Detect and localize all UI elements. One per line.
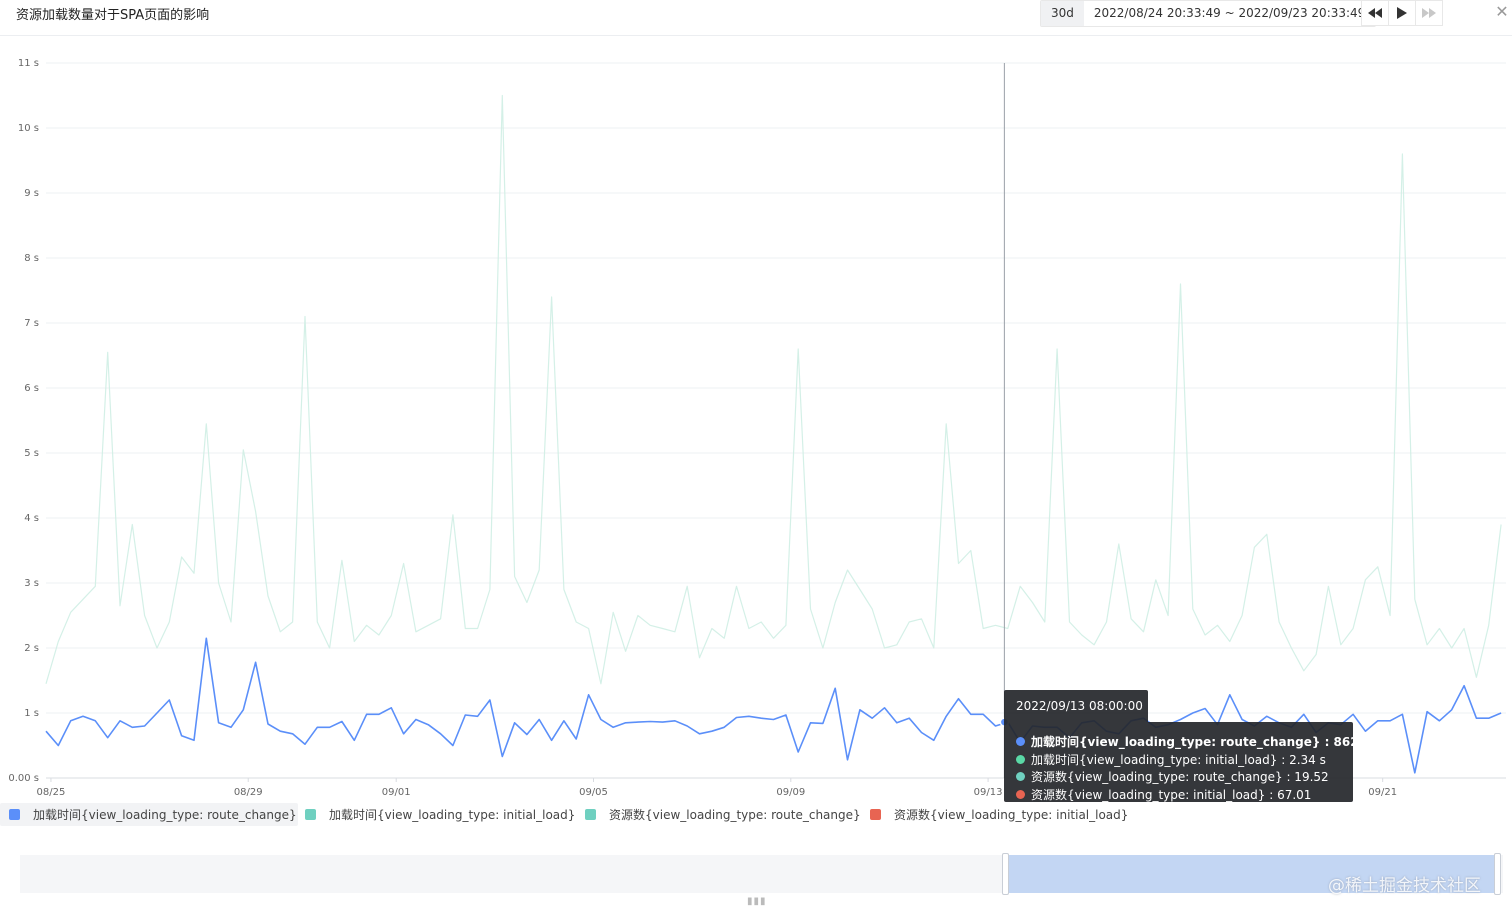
legend-item-route-resource-count[interactable]: 资源数{view_loading_type: route_change} bbox=[576, 803, 861, 826]
playback-controls bbox=[1361, 0, 1443, 26]
y-tick-label: 5 s bbox=[24, 448, 39, 459]
y-tick-label: 8 s bbox=[24, 253, 39, 264]
watermark: @稀土掘金技术社区 bbox=[1328, 876, 1481, 896]
time-preset-button[interactable]: 30d bbox=[1041, 1, 1084, 26]
header-divider bbox=[0, 35, 1512, 36]
chart-title: 资源加载数量对于SPA页面的影响 bbox=[16, 8, 210, 23]
x-tick-label: 09/09 bbox=[776, 787, 805, 798]
series-line-1 bbox=[45, 637, 1502, 774]
series-line-2 bbox=[45, 94, 1502, 685]
close-icon[interactable]: ✕ bbox=[1495, 2, 1509, 21]
time-range-picker[interactable]: 30d 2022/08/24 20:33:49 ~ 2022/09/23 20:… bbox=[1040, 0, 1377, 27]
y-tick-label: 4 s bbox=[24, 513, 39, 524]
x-tick-label: 09/13 bbox=[974, 787, 1003, 798]
legend-item-route-load-time[interactable]: 加载时间{view_loading_type: route_change} bbox=[0, 803, 298, 826]
y-tick-label: 3 s bbox=[24, 578, 39, 589]
legend-swatch-icon bbox=[870, 809, 881, 820]
play-icon[interactable] bbox=[1388, 0, 1416, 26]
rewind-icon[interactable] bbox=[1361, 0, 1389, 26]
legend-swatch-icon bbox=[585, 809, 596, 820]
chart-legend: 加载时间{view_loading_type: route_change} 加载… bbox=[0, 803, 1512, 827]
legend-label: 加载时间{view_loading_type: initial_load} bbox=[329, 808, 576, 822]
y-tick-label: 2 s bbox=[24, 643, 39, 654]
range-slider-selection[interactable] bbox=[1007, 855, 1497, 893]
y-tick-label: 7 s bbox=[24, 318, 39, 329]
x-tick-label: 08/25 bbox=[37, 787, 66, 798]
legend-item-initial-load-time[interactable]: 加载时间{view_loading_type: initial_load} bbox=[296, 803, 575, 826]
legend-swatch-icon bbox=[305, 809, 316, 820]
resize-grip-icon[interactable]: ▮▮▮ bbox=[747, 896, 767, 907]
legend-swatch-icon bbox=[9, 809, 20, 820]
legend-item-initial-resource-count[interactable]: 资源数{view_loading_type: initial_load} bbox=[861, 803, 1128, 826]
legend-label: 加载时间{view_loading_type: route_change} bbox=[33, 808, 297, 822]
time-range-text[interactable]: 2022/08/24 20:33:49 ~ 2022/09/23 20:33:4… bbox=[1093, 6, 1366, 20]
x-tick-label: 09/01 bbox=[382, 787, 411, 798]
fast-forward-icon[interactable] bbox=[1415, 0, 1443, 26]
legend-label: 资源数{view_loading_type: route_change} bbox=[609, 808, 861, 822]
x-tick-label: 09/05 bbox=[579, 787, 608, 798]
y-tick-label: 11 s bbox=[18, 58, 39, 69]
hover-point bbox=[999, 717, 1010, 727]
y-tick-label: 1 s bbox=[24, 708, 39, 719]
x-tick-label: 08/29 bbox=[234, 787, 263, 798]
range-slider-right-handle[interactable] bbox=[1494, 853, 1501, 895]
y-tick-label: 9 s bbox=[24, 188, 39, 199]
x-tick-label: 09/21 bbox=[1368, 787, 1397, 798]
legend-label: 资源数{view_loading_type: initial_load} bbox=[894, 808, 1129, 822]
line-chart: 0.00 s 1 s 2 s 3 s 4 s 5 s 6 s 7 s 8 s 9 s 10 s 11 … bbox=[8, 58, 1506, 798]
range-slider-left-handle[interactable] bbox=[1002, 853, 1009, 895]
y-tick-label: 6 s bbox=[24, 383, 39, 394]
y-tick-label: 0.00 s bbox=[8, 773, 39, 784]
y-tick-label: 10 s bbox=[18, 123, 39, 134]
